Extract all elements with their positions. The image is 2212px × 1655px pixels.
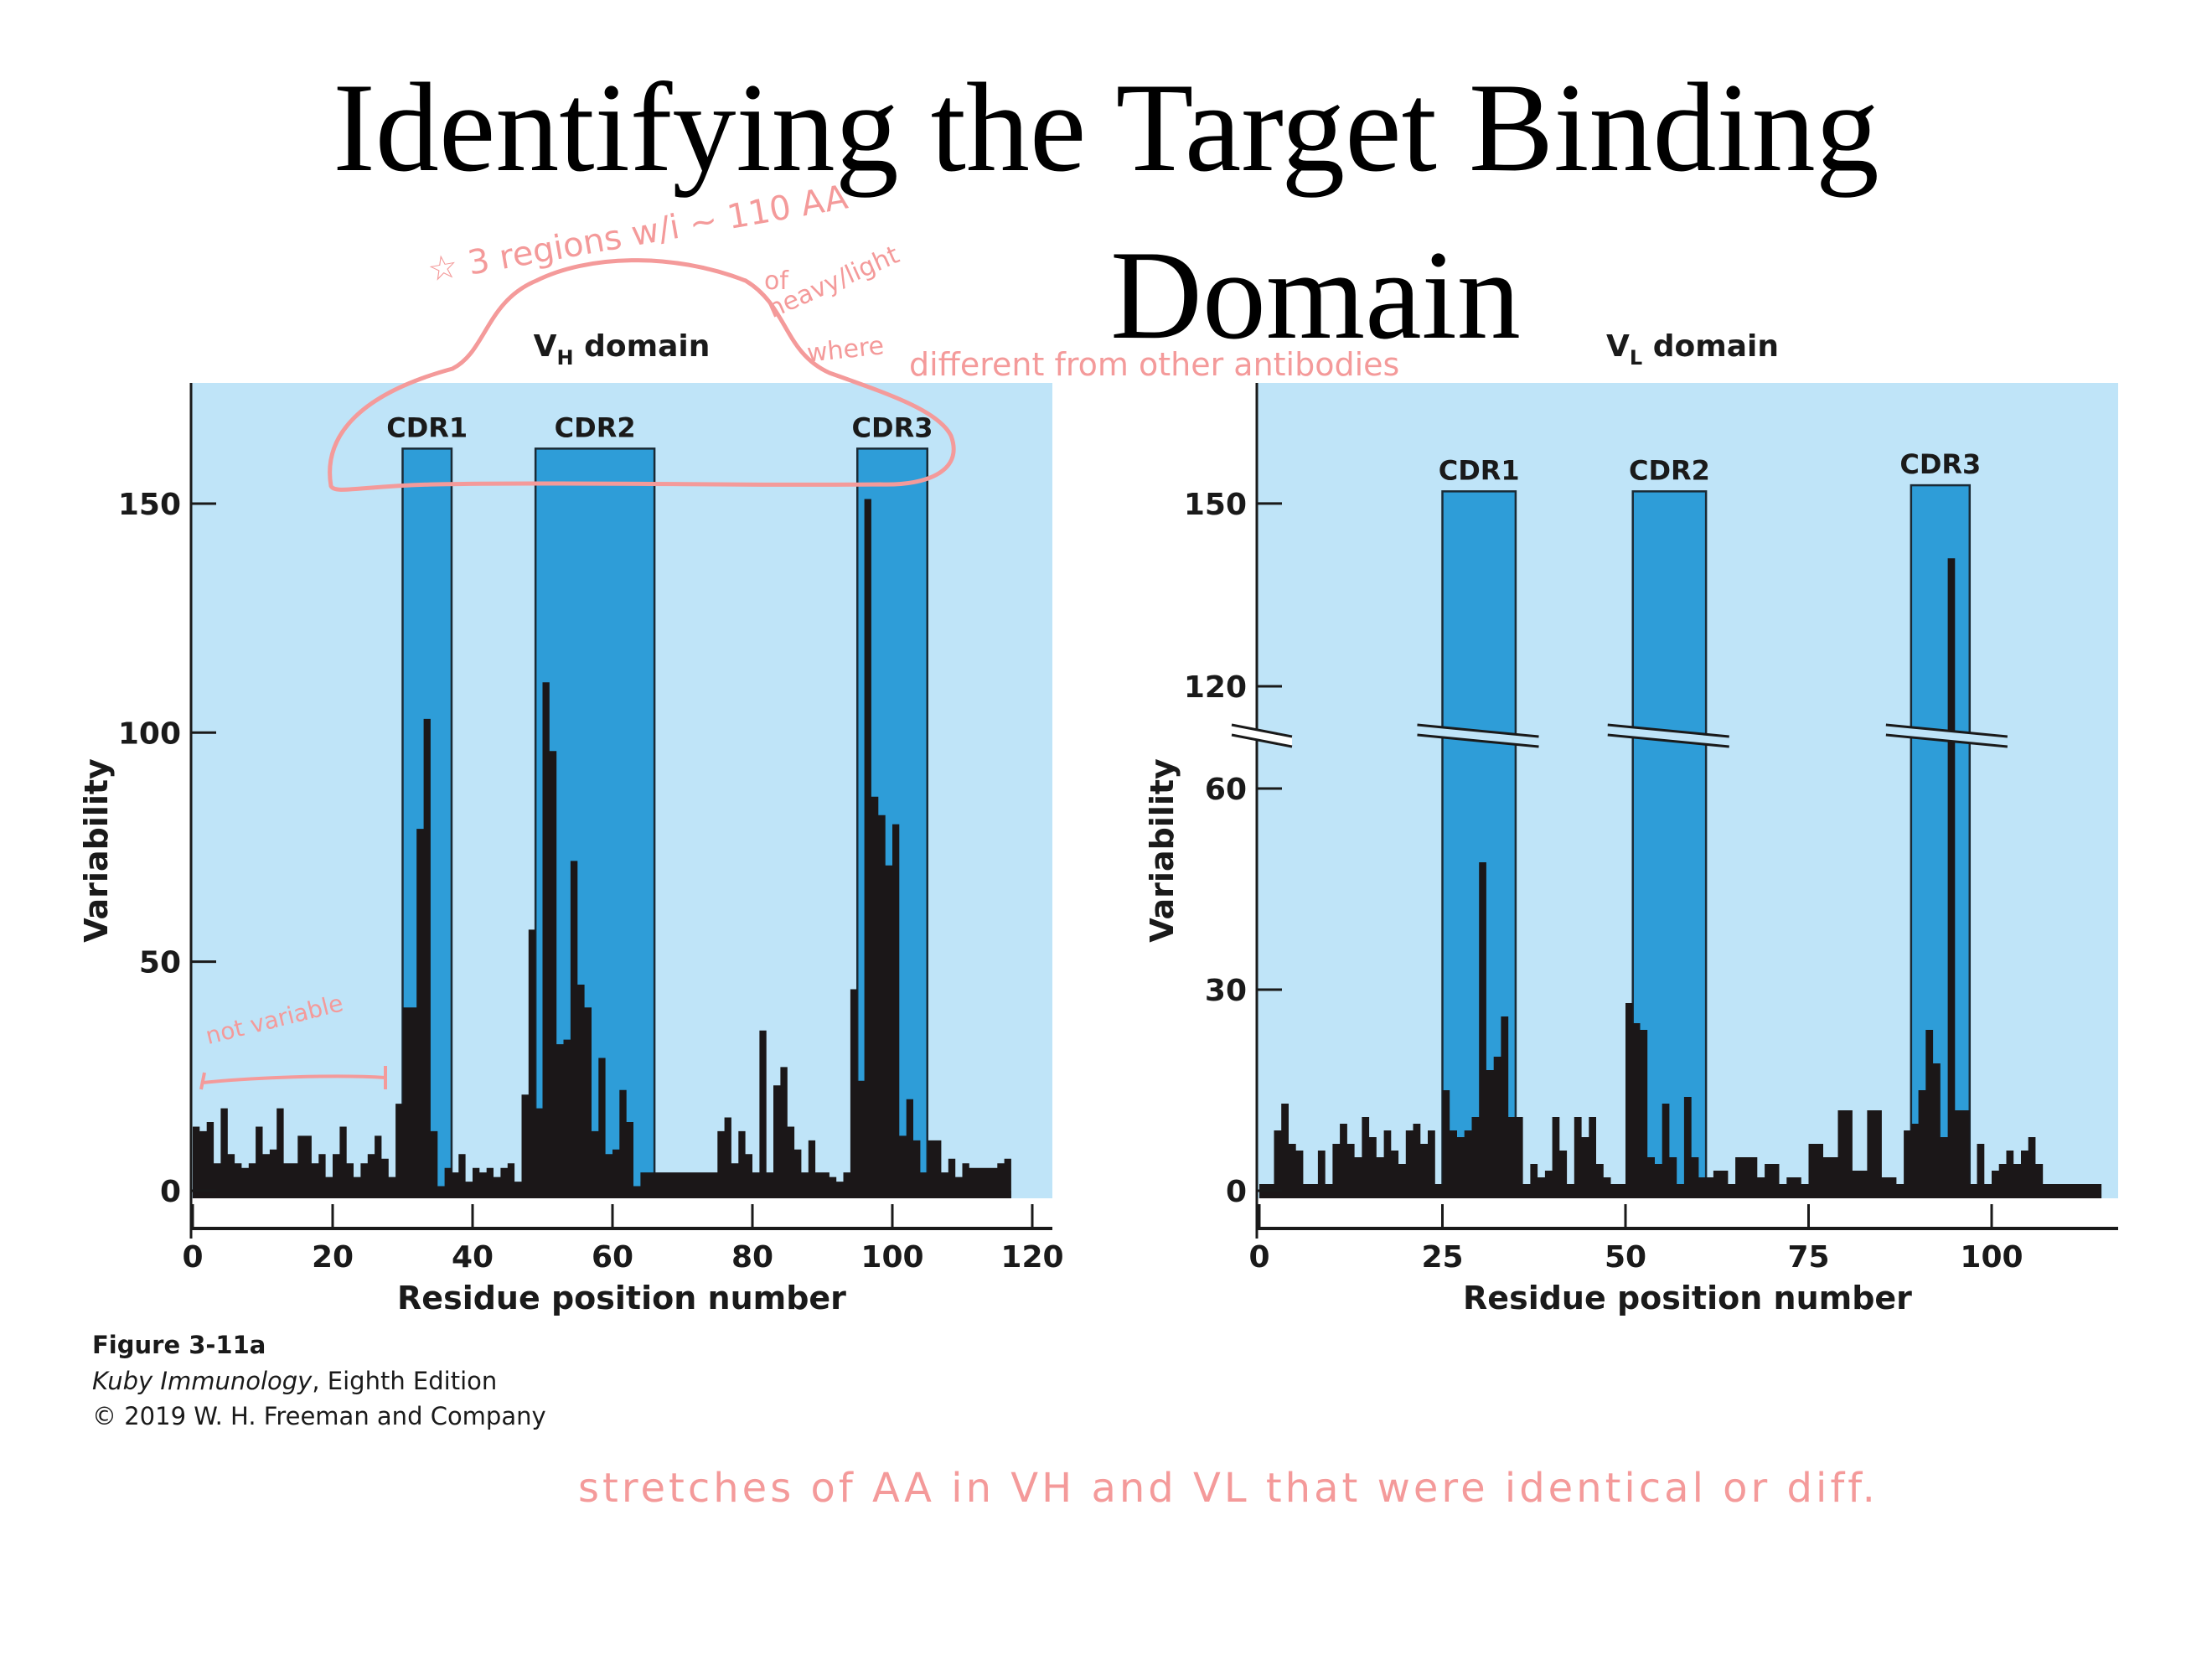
x-tick-label: 40 [452, 1240, 494, 1275]
x-tick-label: 60 [592, 1240, 633, 1275]
x-tick-label: 80 [731, 1240, 773, 1275]
x-tick-label: 0 [1248, 1240, 1269, 1275]
axis-break-line [1231, 733, 1293, 748]
axis-break-line [1417, 723, 1539, 738]
cdr-label: CDR3 [1899, 448, 1981, 480]
axis-break-gap [1885, 725, 2008, 747]
axis-break-line [1607, 723, 1729, 738]
x-tick-label: 100 [1960, 1240, 2023, 1275]
annotation-of: of [764, 266, 788, 296]
y-tick-label: 30 [1205, 974, 1247, 1008]
cdr-label: CDR3 [852, 411, 933, 443]
axis-break-line [1231, 723, 1293, 738]
axis-break-line [1417, 733, 1539, 748]
axis-break-gap [1607, 725, 1729, 747]
x-tick-label: 0 [182, 1240, 203, 1275]
slide-title-line1: Identifying the Target Binding [333, 57, 1879, 198]
x-tick-label: 75 [1787, 1240, 1829, 1275]
copyright: © 2019 W. H. Freeman and Company [92, 1402, 546, 1430]
chart-title: VL domain [1606, 329, 1779, 370]
x-tick-label: 25 [1421, 1240, 1463, 1275]
annotation-bottom-note: stretches of AA in VH and VL that were i… [578, 1465, 1879, 1512]
book-title: Kuby Immunology [92, 1367, 313, 1395]
y-axis-label: Variability [78, 758, 115, 943]
variability-bars [1259, 558, 2102, 1191]
y-tick-label: 0 [1226, 1175, 1247, 1209]
chart-title: VH domain [534, 329, 711, 370]
book-citation: Kuby Immunology, Eighth Edition [92, 1367, 497, 1395]
y-tick-label: 0 [160, 1175, 181, 1209]
cdr-label: CDR2 [1629, 454, 1710, 486]
bar-baseline [1259, 1191, 2102, 1198]
x-axis-label: Residue position number [1463, 1280, 1912, 1316]
annotation-not-variable-bracket [199, 1066, 387, 1090]
annotation-different: different from other antibodies [909, 346, 1400, 383]
x-tick-label: 120 [1000, 1240, 1063, 1275]
axis-break-gap [1417, 725, 1539, 747]
cdr-label: CDR1 [1439, 454, 1520, 486]
cdr-region-cdr3 [1910, 484, 1972, 1192]
vl-domain-chart: VL domain CDR1 CDR2 CDR3 [1231, 329, 2118, 1239]
x-tick-label: 100 [861, 1240, 923, 1275]
cdr-label: CDR1 [386, 411, 468, 443]
axis-break-gap [1232, 725, 1292, 747]
slide-title-line2: Domain [1110, 225, 1521, 365]
x-tick-label: 20 [312, 1240, 354, 1275]
book-edition: , Eighth Edition [312, 1367, 498, 1395]
y-axis-label: Variability [1144, 758, 1181, 943]
axis-break-line [1885, 733, 2008, 748]
vh-domain-chart: VH domain CDR1 CDR2 CDR3 [189, 329, 1052, 1239]
annotation-cdr-circle [328, 258, 956, 492]
y-tick-label: 60 [1205, 773, 1247, 807]
y-tick-label: 150 [1184, 488, 1247, 522]
y-tick-label: 120 [1184, 670, 1247, 705]
bar-baseline [193, 1191, 1011, 1198]
y-tick-label: 150 [118, 488, 181, 522]
cdr-label: CDR2 [555, 411, 636, 443]
y-tick-label: 50 [139, 946, 181, 980]
y-tick-label: 100 [118, 716, 181, 751]
x-axis-label: Residue position number [397, 1280, 846, 1316]
axis-break-line [1885, 723, 2008, 738]
x-tick-label: 50 [1605, 1240, 1646, 1275]
figure-label: Figure 3-11a [92, 1331, 266, 1359]
axis-break-line [1607, 733, 1729, 748]
